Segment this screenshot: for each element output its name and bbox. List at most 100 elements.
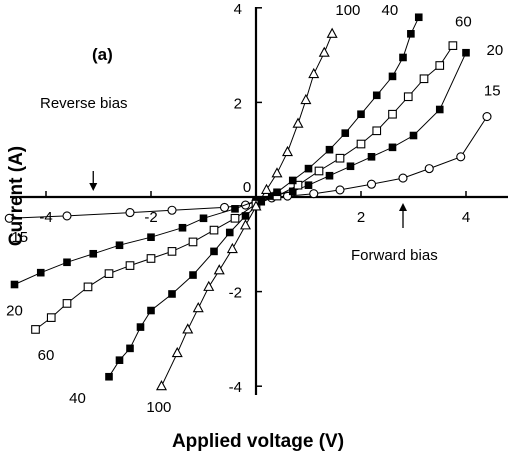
series-label-20: 20 <box>487 42 504 59</box>
data-point <box>341 129 350 137</box>
data-point <box>292 117 304 128</box>
data-point <box>241 212 250 220</box>
series-40 <box>105 13 423 381</box>
data-point <box>419 74 429 84</box>
data-point <box>167 205 177 215</box>
data-point <box>462 48 470 57</box>
data-point <box>388 109 397 119</box>
axes: -4 -2 0 2 4 -4 -2 2 4 <box>10 1 508 396</box>
data-point <box>126 344 134 353</box>
data-point <box>231 205 239 213</box>
data-point <box>435 105 444 114</box>
data-point <box>182 323 194 334</box>
series-100 <box>155 27 338 391</box>
data-point <box>209 225 219 235</box>
data-point <box>199 214 208 223</box>
data-point <box>409 131 418 140</box>
x-tick-label: 0 <box>243 179 251 196</box>
data-point <box>83 282 93 292</box>
data-point <box>155 380 168 391</box>
series-label-20: 20 <box>6 302 23 319</box>
y-tick-label: -2 <box>229 285 242 302</box>
forward-bias-arrowhead <box>399 203 407 211</box>
data-point <box>367 152 376 161</box>
series-label-15: 15 <box>484 82 501 99</box>
data-point <box>257 197 266 206</box>
data-point <box>335 185 345 195</box>
data-point <box>304 181 313 189</box>
series-label-60: 60 <box>38 347 55 364</box>
series-label-100: 100 <box>146 399 171 416</box>
data-point <box>318 46 330 57</box>
data-point <box>403 92 413 102</box>
data-point <box>308 67 320 79</box>
data-point <box>188 237 198 247</box>
data-point <box>104 269 114 278</box>
series-label-15: 15 <box>11 229 28 246</box>
data-point <box>372 91 381 100</box>
data-point <box>10 280 19 289</box>
data-point <box>435 61 445 70</box>
x-tick-label: 2 <box>357 209 365 226</box>
data-point <box>89 249 98 258</box>
series-label-40: 40 <box>69 390 86 407</box>
data-point <box>136 323 145 331</box>
data-point <box>171 346 183 358</box>
series-label-60: 60 <box>455 14 472 31</box>
data-point <box>62 299 72 308</box>
data-point <box>325 145 334 154</box>
panel-label: (a) <box>92 45 113 64</box>
series-label-40: 40 <box>382 2 399 19</box>
data-point <box>456 152 466 162</box>
series-label-100: 100 <box>335 2 360 19</box>
y-tick-label: 4 <box>234 1 242 18</box>
series-15 <box>4 112 492 223</box>
data-point <box>230 213 240 223</box>
data-point <box>147 306 155 315</box>
data-point <box>346 162 355 171</box>
data-point <box>304 164 313 173</box>
reverse-bias-arrowhead <box>89 183 98 191</box>
y-axis-title: Current (A) <box>6 146 27 246</box>
data-point <box>226 242 238 254</box>
data-point <box>168 290 176 298</box>
data-point <box>36 268 45 277</box>
data-point <box>273 188 281 197</box>
data-point <box>372 126 382 136</box>
data-point <box>46 313 56 322</box>
data-point <box>414 13 423 22</box>
data-point <box>31 325 40 334</box>
data-point <box>115 356 124 364</box>
data-point <box>147 233 155 242</box>
data-point <box>189 271 197 279</box>
data-point <box>210 247 218 256</box>
series-layer <box>4 13 492 391</box>
data-point <box>356 139 366 149</box>
data-point <box>63 258 71 267</box>
data-point <box>366 179 377 189</box>
data-point <box>281 145 294 157</box>
reverse-bias-label: Reverse bias <box>40 95 128 112</box>
data-point <box>125 261 135 270</box>
data-point <box>178 223 187 232</box>
data-point <box>225 228 234 237</box>
data-point <box>398 173 408 183</box>
y-tick-label: -4 <box>229 379 242 396</box>
series-line <box>108 17 420 377</box>
data-point <box>300 93 312 105</box>
data-point <box>267 192 276 200</box>
data-point <box>314 166 324 176</box>
data-point <box>271 167 283 178</box>
data-point <box>203 280 215 291</box>
data-point <box>424 164 434 174</box>
data-point <box>260 183 273 194</box>
data-point <box>192 301 204 313</box>
data-point <box>388 143 397 152</box>
data-point <box>357 110 365 119</box>
data-point <box>388 72 397 81</box>
data-point <box>213 264 225 275</box>
forward-bias-label: Forward bias <box>351 247 438 264</box>
data-point <box>407 30 415 38</box>
